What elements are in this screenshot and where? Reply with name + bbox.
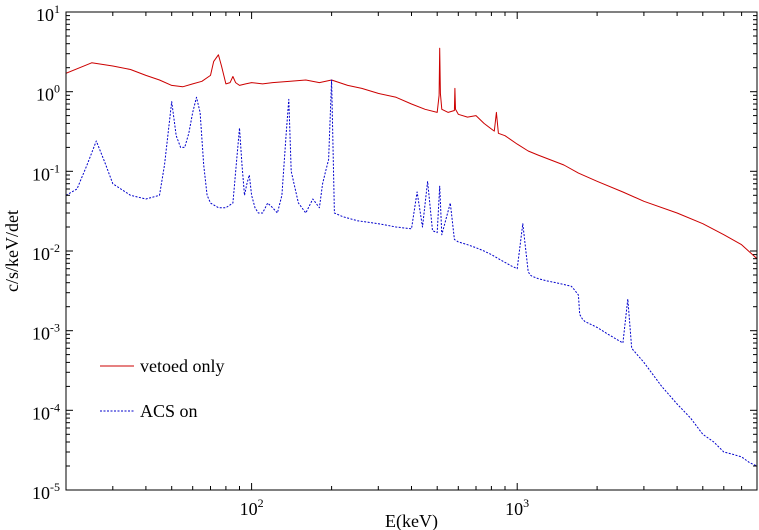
series-line-0 — [66, 47, 757, 260]
ticks-layer — [65, 11, 758, 491]
x-axis-title: E(keV) — [385, 511, 438, 530]
y-tick-label: 10-5 — [32, 480, 60, 503]
x-tick-label: 102 — [240, 496, 264, 519]
legend: vetoed only ACS on — [100, 356, 224, 421]
y-axis-title: c/s/keV/det — [2, 210, 22, 292]
labels-layer: 102 103 101 100 10-1 10-2 10-3 10-4 10-5 — [32, 2, 529, 519]
y-tick-label: 10-2 — [32, 241, 60, 264]
y-tick-label: 10-4 — [32, 400, 60, 423]
series-layer — [66, 47, 757, 467]
y-tick-label: 101 — [36, 2, 60, 25]
legend-label-vetoed: vetoed only — [140, 356, 224, 376]
series-line-1 — [66, 79, 757, 467]
y-tick-label: 100 — [36, 82, 60, 105]
y-tick-label: 10-3 — [32, 321, 60, 344]
x-tick-label: 103 — [505, 496, 529, 519]
legend-label-acs: ACS on — [140, 401, 198, 421]
y-tick-label: 10-1 — [32, 161, 60, 184]
